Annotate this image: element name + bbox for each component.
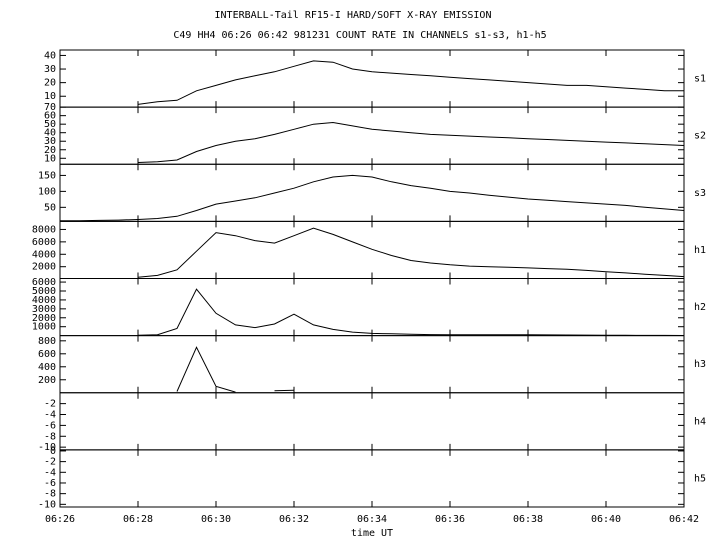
data-line [176, 346, 295, 393]
data-line [137, 60, 684, 105]
x-tick-label: 06:30 [201, 514, 231, 525]
y-tick-label: 400 [38, 362, 56, 373]
y-tick-label: 6000 [32, 277, 56, 288]
y-tick-label: 50 [44, 119, 56, 130]
y-tick-label: -10 [38, 499, 56, 510]
x-tick-label: 06:42 [669, 514, 699, 525]
y-tick-label: 30 [44, 64, 56, 75]
x-tick-label: 06:32 [279, 514, 309, 525]
panel-frame [59, 163, 685, 222]
panel-frame [59, 449, 685, 508]
x-tick-label: 06:34 [357, 514, 387, 525]
panel-frame [59, 392, 685, 451]
y-tick-label: 3000 [32, 304, 56, 315]
y-tick-label: 2000 [32, 262, 56, 273]
chart-subtitle: C49 HH4 06:26 06:42 981231 COUNT RATE IN… [173, 30, 546, 41]
x-tick-label: 06:38 [513, 514, 543, 525]
y-tick-label: -4 [44, 410, 56, 421]
panel-frame [59, 335, 685, 394]
panel-label: h2 [694, 302, 706, 313]
y-tick-label: 10 [44, 91, 56, 102]
panel-frame [59, 278, 685, 337]
y-tick-label: 800 [38, 336, 56, 347]
y-tick-label: -6 [44, 420, 56, 431]
panel-label: s2 [694, 131, 706, 142]
y-tick-label: 6000 [32, 237, 56, 248]
y-tick-label: 0 [50, 446, 56, 457]
y-tick-label: 8000 [32, 224, 56, 235]
x-tick-label: 06:36 [435, 514, 465, 525]
y-tick-label: -4 [44, 467, 56, 478]
y-tick-label: 4000 [32, 295, 56, 306]
data-line [137, 288, 685, 336]
panel-label: h5 [694, 473, 706, 484]
y-tick-label: -6 [44, 478, 56, 489]
data-line [137, 227, 685, 278]
y-tick-label: 600 [38, 349, 56, 360]
x-tick-label: 06:40 [591, 514, 621, 525]
panel-label: s1 [694, 74, 706, 85]
y-tick-label: 100 [38, 186, 56, 197]
y-tick-label: 5000 [32, 286, 56, 297]
y-tick-label: 200 [38, 375, 56, 386]
panel-label: h3 [694, 359, 706, 370]
x-tick-label: 06:28 [123, 514, 153, 525]
y-tick-label: 50 [44, 202, 56, 213]
panel-label: s3 [694, 188, 706, 199]
x-tick-label: 06:26 [45, 514, 75, 525]
y-tick-label: 4000 [32, 249, 56, 260]
y-tick-label: 10 [44, 153, 56, 164]
panel-frame [59, 220, 685, 279]
y-tick-label: -8 [44, 489, 56, 500]
y-tick-label: 1000 [32, 322, 56, 333]
y-tick-label: -2 [44, 457, 56, 468]
y-tick-label: 2000 [32, 313, 56, 324]
y-tick-label: -8 [44, 431, 56, 442]
panel-label: h4 [694, 416, 706, 427]
y-tick-label: 40 [44, 50, 56, 61]
panel-label: h1 [694, 245, 706, 256]
y-tick-label: 60 [44, 111, 56, 122]
chart-title: INTERBALL-Tail RF15-I HARD/SOFT X-RAY EM… [215, 10, 492, 21]
data-line [60, 174, 685, 222]
y-tick-label: 150 [38, 170, 56, 181]
data-line [137, 121, 685, 163]
y-tick-label: 40 [44, 128, 56, 139]
y-tick-label: 30 [44, 136, 56, 147]
panel-frame [59, 106, 685, 165]
x-axis-label: time UT [351, 528, 393, 539]
y-tick-label: -10 [38, 442, 56, 453]
y-tick-label: 20 [44, 78, 56, 89]
y-tick-label: 70 [44, 102, 56, 113]
y-tick-label: -2 [44, 399, 56, 410]
panel-frame [59, 49, 685, 108]
y-tick-label: 20 [44, 145, 56, 156]
